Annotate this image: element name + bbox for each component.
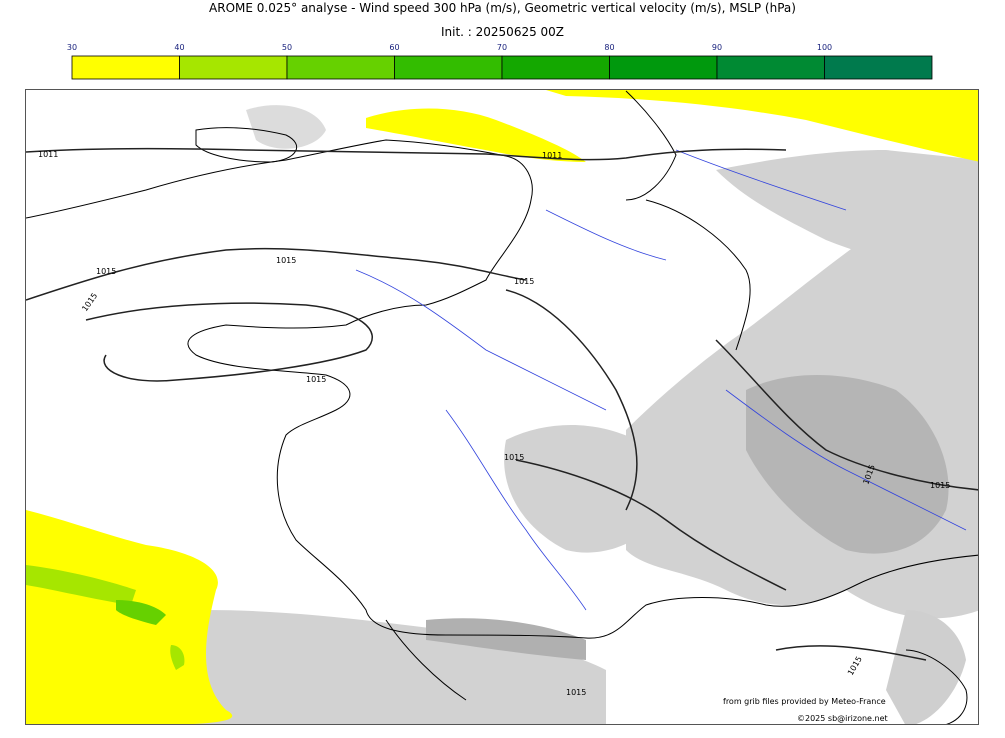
colorbar-segment xyxy=(716,55,825,80)
colorbar-segments xyxy=(71,55,933,80)
coastlines xyxy=(26,90,978,724)
map-subtitle: Init. : 20250625 00Z xyxy=(440,25,565,39)
colorbar-tick-label: 90 xyxy=(712,43,722,52)
isobar-label-1015-center: 1015 xyxy=(504,453,524,462)
colorbar-tick-label: 40 xyxy=(174,43,184,52)
isobar-label-1011-north: 1011 xyxy=(542,151,562,160)
colorbar-tick-label: 100 xyxy=(817,43,832,52)
colorbar-segment xyxy=(286,55,395,80)
colorbar-tick-label: 80 xyxy=(604,43,614,52)
isobar-label-1015-med: 1015 xyxy=(846,655,864,677)
source-credit: from grib files provided by Meteo-France xyxy=(723,697,886,706)
copyright-credit: ©2025 sb@irizone.net xyxy=(797,714,888,723)
colorbar-ticks: 30 40 50 60 70 80 90 100 xyxy=(67,43,832,52)
colorbar-segment xyxy=(609,55,718,80)
isobar-label-1015-channel: 1015 xyxy=(276,256,296,265)
colorbar-tick-label: 30 xyxy=(67,43,77,52)
colorbar-tick-label: 70 xyxy=(497,43,507,52)
wind-speed-areas xyxy=(26,90,978,724)
rivers xyxy=(355,149,967,611)
isobar-label-1011-west: 1011 xyxy=(38,150,58,159)
colorbar-segment xyxy=(501,55,610,80)
isobar-label-1015-south: 1015 xyxy=(566,688,586,697)
colorbar-segment xyxy=(71,55,180,80)
isobar-label-1015-brittany: 1015 xyxy=(306,375,326,384)
colorbar-tick-label: 60 xyxy=(389,43,399,52)
colorbar-tick-label: 50 xyxy=(282,43,292,52)
map-title: AROME 0.025° analyse - Wind speed 300 hP… xyxy=(209,1,796,15)
isobar-label-1015-atl-b: 1015 xyxy=(80,291,99,313)
map-canvas[interactable]: 1011 1011 1015 1015 1015 1015 1015 1015 … xyxy=(26,90,979,725)
isobar-label-1015-italy: 1015 xyxy=(930,481,950,490)
colorbar-segment xyxy=(824,55,933,80)
colorbar-legend: 30 40 50 60 70 80 90 100 xyxy=(67,43,933,80)
isobar-label-1015-paris: 1015 xyxy=(514,277,534,286)
colorbar-segment xyxy=(179,55,288,80)
colorbar-segment xyxy=(394,55,503,80)
isobars xyxy=(26,147,978,661)
isobar-label-1015-atl-a: 1015 xyxy=(96,267,116,276)
map-frame[interactable]: 1011 1011 1015 1015 1015 1015 1015 1015 … xyxy=(25,89,979,725)
